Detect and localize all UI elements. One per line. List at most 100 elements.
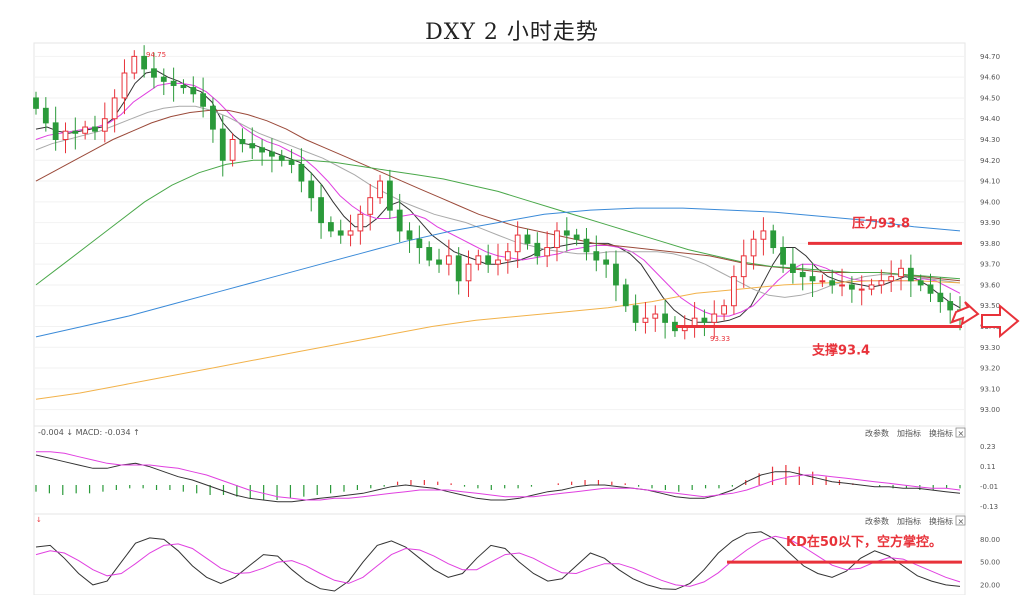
- resistance-label: 压力93.8: [852, 215, 910, 231]
- candle-body: [760, 230, 767, 240]
- candle-body: [534, 242, 541, 257]
- candlestick: [848, 276, 855, 303]
- candlestick: [465, 250, 472, 297]
- candle-body: [62, 130, 69, 140]
- candlestick: [504, 242, 511, 274]
- candlestick: [337, 219, 344, 244]
- candle-body: [357, 213, 364, 232]
- candle-body: [593, 251, 600, 261]
- candle-body: [249, 143, 256, 149]
- moving-average-line: [35, 109, 961, 282]
- candle-body: [82, 126, 89, 134]
- candle-body: [367, 197, 374, 215]
- candle-body: [642, 317, 649, 323]
- candlestick: [210, 97, 216, 143]
- candle-body: [455, 255, 462, 282]
- kd-tick-label: 80.00: [980, 536, 1000, 544]
- price-tick-label: 93.10: [980, 385, 1000, 393]
- candle-body: [141, 55, 148, 70]
- candle-body: [386, 180, 393, 211]
- candle-body: [170, 80, 177, 86]
- candle-body: [377, 180, 383, 199]
- candlestick: [52, 106, 59, 151]
- candle-body: [278, 155, 285, 161]
- candlestick: [436, 248, 442, 273]
- candlestick: [82, 120, 89, 140]
- candlestick: [917, 274, 924, 292]
- candlestick: [151, 52, 157, 89]
- candlestick: [593, 235, 600, 272]
- candle-body: [613, 263, 619, 286]
- candle-body: [337, 230, 344, 236]
- price-tick-label: 94.20: [980, 157, 1000, 165]
- candle-body: [789, 263, 796, 273]
- candlestick: [101, 102, 108, 143]
- moving-average-line: [35, 207, 961, 338]
- candle-body: [632, 305, 639, 323]
- candlestick: [318, 183, 324, 239]
- macd-change-params[interactable]: 改参数: [865, 428, 889, 438]
- candle-body: [42, 107, 49, 124]
- candle-body: [92, 126, 98, 132]
- macd-add-indicator[interactable]: 加指标: [897, 428, 921, 438]
- candlestick: [426, 241, 433, 267]
- macd-line: [36, 451, 961, 501]
- candlestick: [760, 217, 767, 256]
- candle-body: [426, 247, 433, 261]
- kd-tick-label: 50.00: [980, 559, 1000, 567]
- price-tick-label: 93.60: [980, 281, 1000, 289]
- candle-body: [711, 313, 718, 323]
- price-tick-label: 93.70: [980, 261, 1000, 269]
- moving-average-line: [35, 159, 961, 286]
- candle-body: [406, 230, 413, 240]
- candlestick: [33, 91, 39, 115]
- candlestick: [868, 278, 875, 296]
- candle-body: [298, 163, 305, 182]
- candlestick: [347, 214, 354, 247]
- candle-body: [888, 276, 895, 282]
- candle-body: [210, 105, 216, 130]
- candlestick: [288, 149, 295, 174]
- candle-body: [465, 263, 472, 282]
- candle-body: [436, 259, 442, 265]
- kd-change-params[interactable]: 改参数: [865, 516, 889, 526]
- high-price-label: 94.75: [146, 51, 166, 59]
- candle-body: [740, 255, 747, 278]
- candle-body: [111, 97, 118, 120]
- candle-body: [259, 147, 265, 153]
- kd-switch-indicator[interactable]: 换指标: [929, 516, 953, 526]
- candle-body: [318, 197, 324, 224]
- candle-body: [544, 247, 551, 257]
- candlestick: [269, 138, 275, 173]
- candle-body: [416, 238, 423, 249]
- price-tick-label: 93.30: [980, 344, 1000, 352]
- kd-close-button[interactable]: [955, 515, 966, 526]
- candle-body: [180, 84, 187, 89]
- candlestick: [396, 193, 403, 243]
- candlestick: [514, 221, 521, 268]
- candlestick: [927, 273, 934, 302]
- candlestick: [455, 247, 462, 295]
- candle-body: [52, 122, 59, 140]
- candle-body: [878, 280, 885, 286]
- candle-body: [662, 313, 669, 323]
- candlestick: [386, 169, 393, 219]
- macd-switch-indicator[interactable]: 换指标: [929, 428, 953, 438]
- macd-close-icon: ×: [958, 429, 965, 438]
- candlestick: [131, 50, 138, 80]
- kd-add-indicator[interactable]: 加指标: [897, 516, 921, 526]
- macd-close-button[interactable]: [955, 427, 966, 438]
- candle-body: [858, 288, 865, 291]
- candlestick: [809, 262, 816, 297]
- candlestick: [799, 263, 806, 291]
- candlestick: [160, 68, 167, 96]
- candlestick: [642, 301, 649, 334]
- candlestick: [111, 89, 118, 133]
- candlestick: [632, 294, 639, 332]
- candle-body: [327, 222, 334, 232]
- candle-body: [947, 301, 954, 311]
- candlestick: [907, 254, 914, 297]
- candle-body: [269, 151, 275, 157]
- candle-body: [809, 276, 816, 282]
- candlestick: [613, 250, 619, 302]
